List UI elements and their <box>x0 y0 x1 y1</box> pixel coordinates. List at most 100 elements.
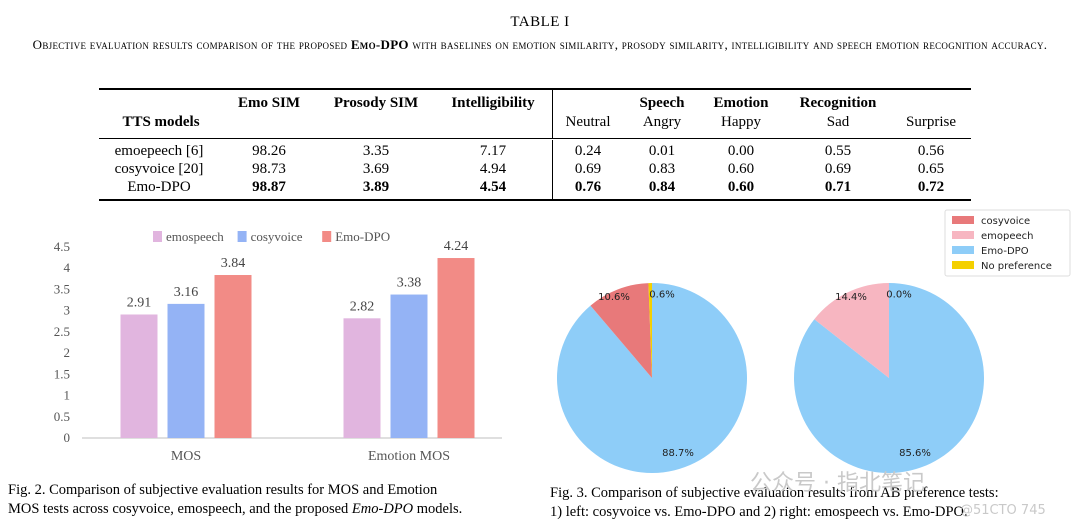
watermark-handle: @51CTO 745 <box>960 503 1046 518</box>
bar <box>214 275 252 438</box>
legend-swatch <box>952 216 974 224</box>
fig3-caption-line2: 1) left: cosyvoice vs. Emo-DPO and 2) ri… <box>550 504 968 520</box>
pie-slice-label: 14.4% <box>835 292 867 303</box>
cell-emo-sim: 98.26 <box>252 143 286 159</box>
bar <box>343 318 381 438</box>
legend-label: Emo-DPO <box>981 246 1029 257</box>
row-model: emoepeech [6] <box>114 143 204 159</box>
cell-surprise: 0.65 <box>917 161 945 177</box>
cell-neutral: 0.76 <box>574 179 602 195</box>
legend-label: No preference <box>981 261 1052 272</box>
table-top-rule <box>99 88 971 90</box>
row-model: cosyvoice [20] <box>114 161 204 177</box>
watermark: 公众号 · 指北笔记 <box>750 471 925 496</box>
fig3-caption: Fig. 3. Comparison of subjective evaluat… <box>550 484 999 522</box>
cell-happy: 0.60 <box>727 179 755 195</box>
cell-emo-sim: 98.73 <box>252 161 286 177</box>
pie-slice-label: 85.6% <box>899 448 931 459</box>
legend-label: Emo-DPO <box>335 229 390 244</box>
cell-prosody-sim: 3.69 <box>362 161 390 177</box>
bar <box>120 314 158 438</box>
header-angry: Angry <box>642 114 682 130</box>
cell-emo-sim: 98.87 <box>252 179 286 195</box>
legend-swatch <box>322 231 332 242</box>
cell-intelligibility: 4.54 <box>479 179 507 195</box>
fig3-caption-line1: Fig. 3. Comparison of subjective evaluat… <box>550 485 999 501</box>
legend-swatch <box>153 231 162 242</box>
x-tick-label: Emotion MOS <box>368 449 450 464</box>
bar-value-label: 3.16 <box>174 285 199 300</box>
header-prosody-sim: Prosody SIM <box>333 95 419 111</box>
legend-swatch <box>952 231 974 239</box>
pie-slice-label: 10.6% <box>598 292 630 303</box>
pie-slice <box>648 283 652 378</box>
legend-label: emopeech <box>981 231 1034 242</box>
header-sad: Sad <box>826 114 850 130</box>
y-tick-label: 3.5 <box>54 281 70 296</box>
legend-label: cosyvoice <box>981 216 1030 227</box>
fig2-caption-line1: Fig. 2. Comparison of subjective evaluat… <box>8 482 438 498</box>
legend-swatch <box>237 231 247 242</box>
pie-slice-label: 0.0% <box>886 289 911 300</box>
header-emo-sim: Emo SIM <box>237 95 301 111</box>
legend-label: cosyvoice <box>251 229 303 244</box>
bar-value-label: 2.82 <box>350 299 375 314</box>
pie-slice <box>794 283 984 474</box>
header-emotion: Emotion <box>713 95 769 111</box>
y-tick-label: 4.5 <box>54 239 70 254</box>
header-happy: Happy <box>721 114 761 130</box>
row-model: Emo-DPO <box>127 179 191 195</box>
header-recognition: Recognition <box>799 95 877 111</box>
bar-value-label: 4.24 <box>444 239 469 254</box>
y-tick-label: 4 <box>64 260 71 275</box>
cell-angry: 0.01 <box>648 143 676 159</box>
fig2-caption-line2: MOS tests across cosyvoice, emospeech, a… <box>8 501 463 517</box>
cell-angry: 0.83 <box>648 161 676 177</box>
pie-slice-label: 88.7% <box>662 448 694 459</box>
header-surprise: Surprise <box>906 114 956 130</box>
header-tts-models: TTS models <box>122 114 200 130</box>
legend-box <box>944 209 1071 277</box>
cell-prosody-sim: 3.89 <box>362 179 390 195</box>
y-tick-label: 2.5 <box>54 324 70 339</box>
y-tick-label: 2 <box>64 345 71 360</box>
header-speech: Speech <box>639 95 685 111</box>
table-bottom-rule <box>99 199 971 201</box>
cell-neutral: 0.69 <box>574 161 602 177</box>
pie-legend: cosyvoice emopeech Emo-DPO No preference <box>944 209 1071 277</box>
table-mid-rule <box>99 138 971 139</box>
bar <box>390 294 428 438</box>
table-title: TABLE I <box>510 14 570 30</box>
pie-slice <box>814 283 889 378</box>
cell-neutral: 0.24 <box>574 143 602 159</box>
legend-swatch <box>952 246 974 254</box>
bar <box>167 303 205 438</box>
pie-slice-label: 0.6% <box>649 289 674 300</box>
cell-happy: 0.00 <box>727 143 755 159</box>
cell-surprise: 0.72 <box>917 179 945 195</box>
cell-sad: 0.69 <box>824 161 852 177</box>
cell-angry: 0.84 <box>648 179 676 195</box>
header-neutral: Neutral <box>565 114 611 130</box>
legend-label: emospeech <box>166 229 224 244</box>
table-divider-header <box>552 90 553 138</box>
mos-bar-chart: 0 0.5 1 1.5 2 2.5 3 3.5 4 4.5 2.91 3.16 3.84 MOS 2.82 3… <box>54 229 502 464</box>
pie-slice <box>590 283 652 378</box>
bar-value-label: 2.91 <box>127 295 152 310</box>
cell-prosody-sim: 3.35 <box>362 143 390 159</box>
preference-pie-charts: 88.7% 10.6% 0.6% 85.6% 14.4% 0.0% cosyvoice emo… <box>557 209 1071 474</box>
table-divider-body <box>552 140 553 199</box>
cell-surprise: 0.56 <box>917 143 945 159</box>
legend-swatch <box>952 261 974 269</box>
cell-sad: 0.55 <box>824 143 852 159</box>
bar-value-label: 3.38 <box>397 276 422 291</box>
y-tick-label: 0.5 <box>54 409 70 424</box>
x-tick-label: MOS <box>171 449 201 464</box>
fig2-caption: Fig. 2. Comparison of subjective evaluat… <box>8 481 462 519</box>
pie <box>794 283 984 474</box>
y-tick-label: 0 <box>64 430 71 445</box>
cell-intelligibility: 7.17 <box>479 143 507 159</box>
header-intelligibility: Intelligibility <box>451 95 535 111</box>
bar-value-label: 3.84 <box>221 256 246 271</box>
y-tick-label: 1 <box>64 388 71 403</box>
